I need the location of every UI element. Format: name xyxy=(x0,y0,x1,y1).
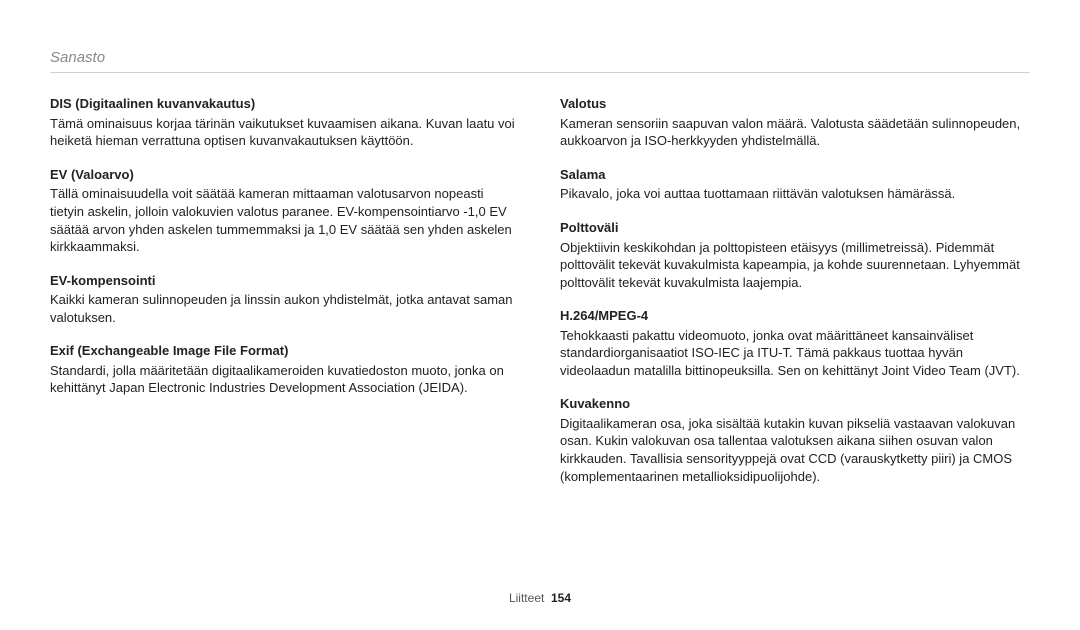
page-header: Sanasto xyxy=(50,48,1030,68)
footer-page-number: 154 xyxy=(551,591,571,605)
column-left: DIS (Digitaalinen kuvanvakautus) Tämä omi… xyxy=(50,95,520,582)
page-title: Sanasto xyxy=(50,49,105,66)
page-footer: Liitteet 154 xyxy=(50,590,1030,606)
glossary-term: EV-kompensointi xyxy=(50,272,520,290)
page-container: Sanasto DIS (Digitaalinen kuvanvakautus)… xyxy=(0,0,1080,630)
glossary-definition: Kameran sensoriin saapuvan valon määrä. … xyxy=(560,115,1030,150)
glossary-definition: Tällä ominaisuudella voit säätää kameran… xyxy=(50,185,520,255)
glossary-term: Valotus xyxy=(560,95,1030,113)
columns: DIS (Digitaalinen kuvanvakautus) Tämä omi… xyxy=(50,95,1030,582)
glossary-definition: Tehokkaasti pakattu videomuoto, jonka ov… xyxy=(560,327,1030,380)
glossary-term: H.264/MPEG-4 xyxy=(560,307,1030,325)
glossary-definition: Tämä ominaisuus korjaa tärinän vaikutuks… xyxy=(50,115,520,150)
glossary-term: EV (Valoarvo) xyxy=(50,166,520,184)
glossary-term: Polttoväli xyxy=(560,219,1030,237)
glossary-definition: Objektiivin keskikohdan ja polttopisteen… xyxy=(560,239,1030,292)
glossary-definition: Digitaalikameran osa, joka sisältää kuta… xyxy=(560,415,1030,485)
glossary-term: Salama xyxy=(560,166,1030,184)
column-right: Valotus Kameran sensoriin saapuvan valon … xyxy=(560,95,1030,582)
glossary-term: Kuvakenno xyxy=(560,395,1030,413)
glossary-term: Exif (Exchangeable Image File Format) xyxy=(50,342,520,360)
glossary-term: DIS (Digitaalinen kuvanvakautus) xyxy=(50,95,520,113)
glossary-definition: Standardi, jolla määritetään digitaalika… xyxy=(50,362,520,397)
header-rule xyxy=(50,72,1030,73)
glossary-definition: Pikavalo, joka voi auttaa tuottamaan rii… xyxy=(560,185,1030,203)
footer-section: Liitteet xyxy=(509,591,544,605)
glossary-definition: Kaikki kameran sulinnopeuden ja linssin … xyxy=(50,291,520,326)
